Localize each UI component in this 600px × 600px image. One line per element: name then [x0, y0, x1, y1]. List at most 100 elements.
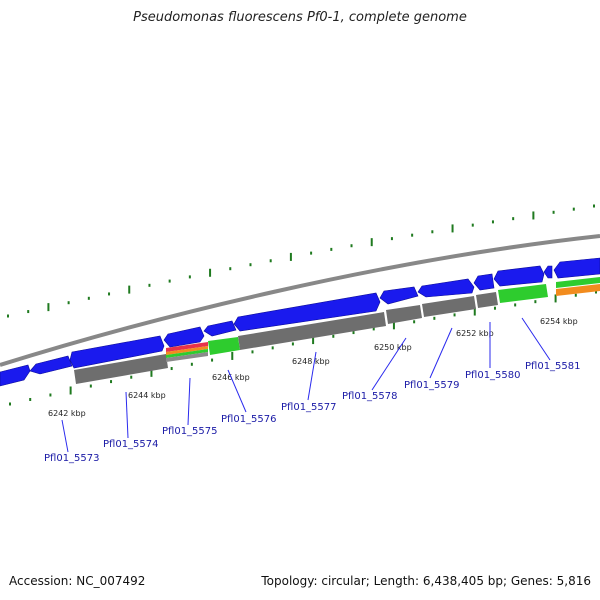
minor-tick — [108, 292, 111, 296]
gene-label[interactable]: Pfl01_5574 — [103, 439, 159, 450]
major-tick — [47, 303, 50, 312]
gene-label[interactable]: Pfl01_5576 — [221, 414, 277, 425]
minor-tick — [332, 334, 335, 338]
backbone-line — [0, 234, 600, 367]
gene-label[interactable]: Pfl01_5581 — [525, 361, 581, 372]
gene-arrow[interactable] — [473, 273, 495, 291]
minor-tick — [413, 320, 416, 324]
gene-arrow[interactable] — [29, 355, 73, 375]
accession-text: Accession: NC_007492 — [9, 574, 146, 588]
gene-arrow[interactable] — [553, 257, 600, 279]
leader-line — [429, 327, 453, 379]
minor-tick — [595, 290, 597, 294]
cog-segment[interactable] — [422, 296, 476, 317]
minor-tick — [534, 300, 537, 304]
gene-arrow[interactable] — [203, 320, 237, 337]
minor-tick — [350, 244, 353, 248]
major-tick — [150, 368, 153, 377]
cog-strand — [74, 277, 600, 384]
gene-arrow[interactable] — [493, 265, 545, 287]
minor-tick — [431, 230, 434, 234]
major-tick — [392, 321, 395, 330]
minor-tick — [170, 367, 173, 371]
minor-tick — [514, 303, 517, 307]
minor-tick — [493, 306, 496, 310]
minor-tick — [330, 247, 333, 251]
minor-tick — [491, 220, 494, 224]
gene-arrow[interactable] — [417, 278, 475, 298]
minor-tick — [593, 204, 595, 208]
minor-tick — [271, 346, 274, 350]
inner-tick-ring — [9, 290, 597, 406]
minor-tick — [29, 397, 32, 401]
minor-tick — [168, 279, 171, 283]
cog-segment[interactable] — [74, 354, 168, 384]
cog-segment[interactable] — [166, 349, 208, 358]
leader-line — [371, 337, 407, 391]
minor-tick — [453, 313, 456, 317]
minor-tick — [229, 267, 232, 271]
minor-tick — [89, 384, 92, 388]
minor-tick — [471, 223, 474, 227]
map-title: Pseudomonas fluorescens Pf0-1, complete … — [133, 10, 467, 25]
minor-tick — [572, 207, 575, 211]
cog-segment[interactable] — [386, 305, 422, 324]
tick-label: 6248 kbp — [292, 357, 330, 366]
gene-label[interactable]: Pfl01_5578 — [342, 391, 398, 402]
cog-segment[interactable] — [166, 352, 208, 362]
major-tick — [554, 294, 557, 303]
cog-segment[interactable] — [556, 277, 600, 288]
major-tick — [370, 238, 373, 247]
minor-tick — [67, 301, 70, 305]
minor-tick — [27, 310, 30, 314]
leader-line — [227, 369, 247, 413]
major-tick — [209, 268, 212, 277]
minor-tick — [574, 293, 577, 297]
minor-tick — [148, 283, 151, 287]
leader-line — [125, 391, 129, 439]
minor-tick — [352, 331, 355, 335]
minor-tick — [291, 342, 294, 346]
minor-tick — [251, 350, 254, 354]
gene-arrow[interactable] — [69, 335, 165, 369]
cog-segment[interactable] — [208, 337, 240, 355]
gene-label[interactable]: Pfl01_5577 — [281, 402, 337, 413]
leader-line — [307, 351, 317, 401]
gene-arrow[interactable] — [233, 292, 381, 332]
gene-label[interactable]: Pfl01_5579 — [404, 380, 460, 391]
major-tick — [69, 386, 72, 395]
cog-segment[interactable] — [166, 342, 208, 352]
cog-segment[interactable] — [166, 346, 208, 355]
tick-label: 6242 kbp — [48, 409, 86, 418]
minor-tick — [249, 263, 252, 267]
minor-tick — [190, 362, 193, 366]
minor-tick — [372, 327, 375, 331]
gene-arrow[interactable] — [379, 286, 419, 305]
gene-arrow[interactable] — [163, 326, 205, 348]
gene-label[interactable]: Pfl01_5573 — [44, 453, 100, 464]
major-tick — [451, 224, 454, 233]
cog-segment[interactable] — [238, 312, 386, 350]
cog-segment[interactable] — [556, 284, 600, 296]
leader-line — [61, 419, 69, 453]
minor-tick — [7, 314, 9, 318]
minor-tick — [411, 233, 414, 237]
gene-label[interactable]: Pfl01_5580 — [465, 370, 521, 381]
minor-tick — [512, 217, 515, 221]
minor-tick — [433, 316, 436, 320]
major-tick — [231, 351, 234, 360]
major-tick — [473, 307, 476, 316]
cog-segment[interactable] — [498, 284, 548, 303]
tick-label: 6254 kbp — [540, 317, 578, 326]
gene-arrow[interactable] — [0, 364, 31, 387]
gene-arrow[interactable] — [543, 265, 553, 279]
tick-label: 6244 kbp — [128, 391, 166, 400]
gene-label[interactable]: Pfl01_5575 — [162, 426, 218, 437]
major-tick — [532, 211, 535, 220]
minor-tick — [390, 237, 393, 241]
major-tick — [312, 336, 315, 345]
cog-segment[interactable] — [476, 292, 498, 308]
minor-tick — [49, 393, 52, 397]
